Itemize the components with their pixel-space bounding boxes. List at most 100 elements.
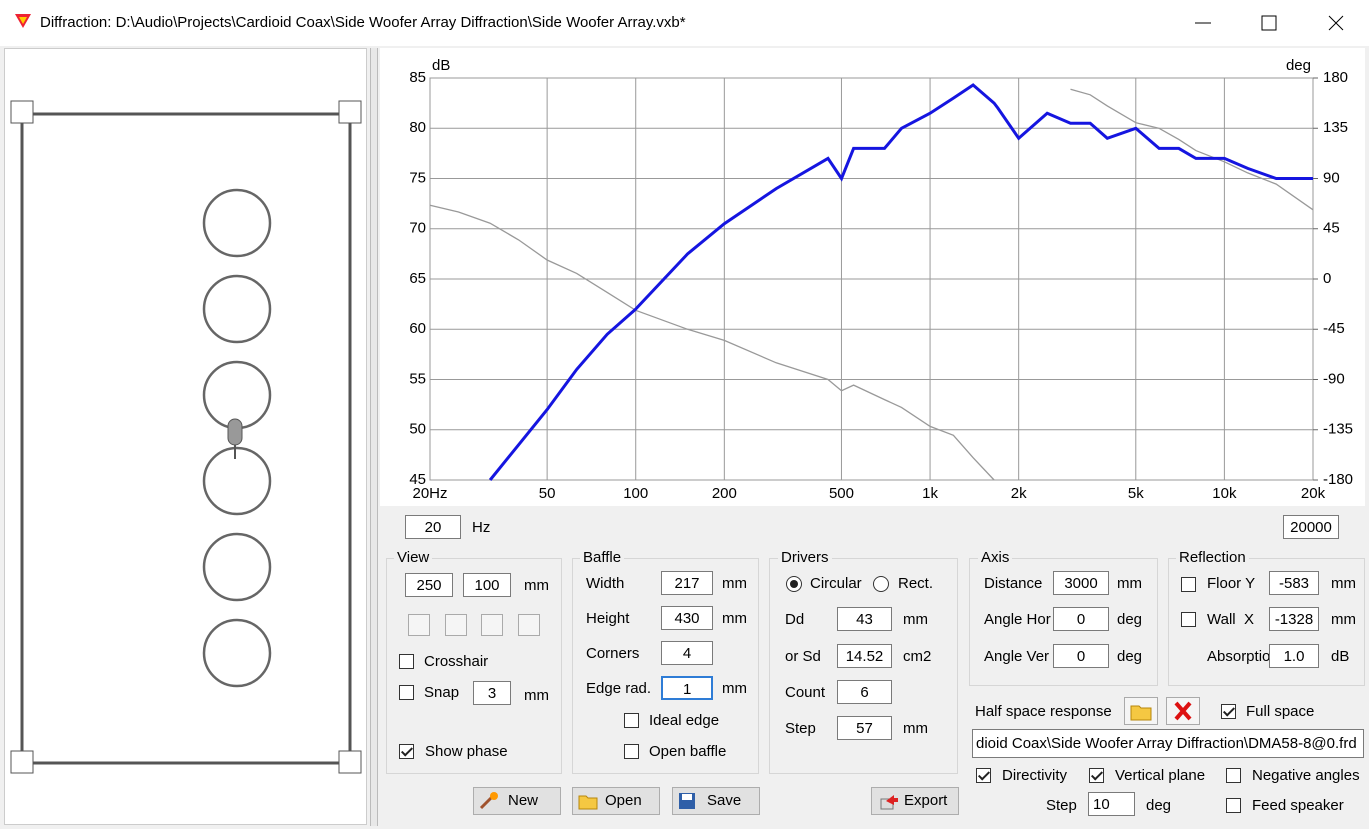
- y-axis-label: dB: [432, 57, 450, 74]
- snap-checkbox[interactable]: [399, 685, 414, 700]
- freq-min-input[interactable]: 20: [405, 515, 461, 539]
- field-label: Dd: [785, 611, 805, 628]
- unit-label: mm: [903, 611, 928, 628]
- checkbox-label: Ideal edge: [649, 712, 720, 729]
- reflection-group: [1168, 558, 1365, 686]
- y-tick-label: 85: [409, 69, 426, 86]
- field-label: Angle Hor: [984, 611, 1051, 628]
- vertical-plane-checkbox[interactable]: [1089, 768, 1104, 783]
- field-input[interactable]: -583: [1269, 571, 1319, 595]
- half-space-label: Half space response: [975, 703, 1112, 720]
- y2-tick-label: 45: [1323, 220, 1340, 237]
- unit-label: mm: [1117, 575, 1142, 592]
- full-space-checkbox[interactable]: [1221, 704, 1236, 719]
- show-phase-checkbox[interactable]: [399, 744, 414, 759]
- open-baffle-checkbox[interactable]: [624, 744, 639, 759]
- view-width-input[interactable]: 250: [405, 573, 453, 597]
- group-title: Axis: [978, 549, 1013, 567]
- axis-group: [969, 558, 1158, 686]
- field-label: Width: [586, 575, 625, 592]
- y-tick-label: 70: [409, 220, 426, 237]
- unit-label: mm: [722, 575, 747, 592]
- ideal-edge-checkbox[interactable]: [624, 713, 639, 728]
- y2-tick-label: -180: [1323, 471, 1353, 488]
- field-input[interactable]: 1: [661, 676, 713, 700]
- drivers-group: [769, 558, 958, 774]
- field-input[interactable]: 3000: [1053, 571, 1109, 595]
- button-label: Export: [904, 792, 948, 809]
- floor-checkbox[interactable]: [1181, 577, 1196, 592]
- snap-input[interactable]: 3: [473, 681, 511, 705]
- save-button[interactable]: Save: [672, 787, 760, 815]
- button-label: Open: [605, 792, 642, 809]
- field-input[interactable]: 6: [837, 680, 892, 704]
- app-icon: [15, 14, 31, 28]
- rect-radio[interactable]: [873, 576, 889, 592]
- checkbox-label: Snap: [424, 684, 460, 701]
- export-button[interactable]: Export: [871, 787, 959, 815]
- field-label: Distance: [984, 575, 1043, 592]
- freq-unit: Hz: [472, 519, 491, 536]
- x-tick-label: 500: [829, 485, 854, 502]
- new-button[interactable]: New: [473, 787, 561, 815]
- zoom-out-button[interactable]: [408, 614, 430, 636]
- x-tick-label: 20k: [1301, 485, 1326, 502]
- field-input[interactable]: 0: [1053, 607, 1109, 631]
- checkbox-label: Show phase: [425, 743, 508, 760]
- zoom-all-button[interactable]: [518, 614, 540, 636]
- clear-button[interactable]: [1166, 697, 1200, 725]
- button-label: New: [508, 792, 539, 809]
- baffle-group: [572, 558, 759, 774]
- x-tick-label: 100: [623, 485, 648, 502]
- x-tick-label: 200: [712, 485, 737, 502]
- field-input[interactable]: 0: [1053, 644, 1109, 668]
- radio-label: Circular: [810, 575, 862, 592]
- checkbox-label: Vertical plane: [1115, 767, 1206, 784]
- group-title: Baffle: [580, 549, 625, 567]
- field-input[interactable]: 57: [837, 716, 892, 740]
- x-tick-label: 5k: [1128, 485, 1144, 502]
- response-file-input[interactable]: dioid Coax\Side Woofer Array Diffraction…: [972, 729, 1364, 758]
- open-button[interactable]: Open: [572, 787, 660, 815]
- wall-checkbox[interactable]: [1181, 612, 1196, 627]
- y-tick-label: 60: [409, 320, 426, 337]
- field-input[interactable]: 43: [837, 607, 892, 631]
- unit-label: mm: [722, 680, 747, 697]
- baffle-drawing: [10, 100, 362, 774]
- y-tick-label: 80: [409, 119, 426, 136]
- field-input[interactable]: -1328: [1269, 607, 1319, 631]
- field-label: Angle Ver: [984, 648, 1050, 665]
- field-input[interactable]: 4: [661, 641, 713, 665]
- field-label: Count: [785, 684, 826, 701]
- unit-label: cm2: [903, 648, 932, 665]
- crosshair-checkbox[interactable]: [399, 654, 414, 669]
- field-input[interactable]: 14.52: [837, 644, 892, 668]
- circular-radio[interactable]: [786, 576, 802, 592]
- view-group: [386, 558, 562, 774]
- group-title: Drivers: [778, 549, 832, 567]
- field-input[interactable]: 430: [661, 606, 713, 630]
- open-file-button[interactable]: [1124, 697, 1158, 725]
- checkbox-label: Negative angles: [1252, 767, 1360, 784]
- unit-label: mm: [1331, 611, 1356, 628]
- chart: 20Hz 50 100 200 500 1k 2k 5k 10k 20k 45 50 55 60 65 70 7…: [380, 48, 1365, 506]
- negative-angles-checkbox[interactable]: [1226, 768, 1241, 783]
- zoom-in-button[interactable]: [481, 614, 503, 636]
- step-input[interactable]: 10: [1088, 792, 1135, 816]
- unit-label: mm: [1331, 575, 1356, 592]
- button-label: Save: [707, 792, 742, 809]
- directivity-checkbox[interactable]: [976, 768, 991, 783]
- splitter[interactable]: [370, 48, 378, 826]
- y2-tick-label: 180: [1323, 69, 1348, 86]
- data-line: [429, 88, 1314, 481]
- window-controls[interactable]: [1185, 12, 1355, 34]
- freq-max-input[interactable]: 20000: [1283, 515, 1339, 539]
- x-tick-label: 50: [539, 485, 556, 502]
- step-label: Step: [1046, 797, 1077, 814]
- zoom-fit-button[interactable]: [445, 614, 467, 636]
- feed-speaker-checkbox[interactable]: [1226, 798, 1241, 813]
- y2-axis-label: deg: [1286, 57, 1311, 74]
- view-height-input[interactable]: 100: [463, 573, 511, 597]
- field-input[interactable]: 1.0: [1269, 644, 1319, 668]
- field-input[interactable]: 217: [661, 571, 713, 595]
